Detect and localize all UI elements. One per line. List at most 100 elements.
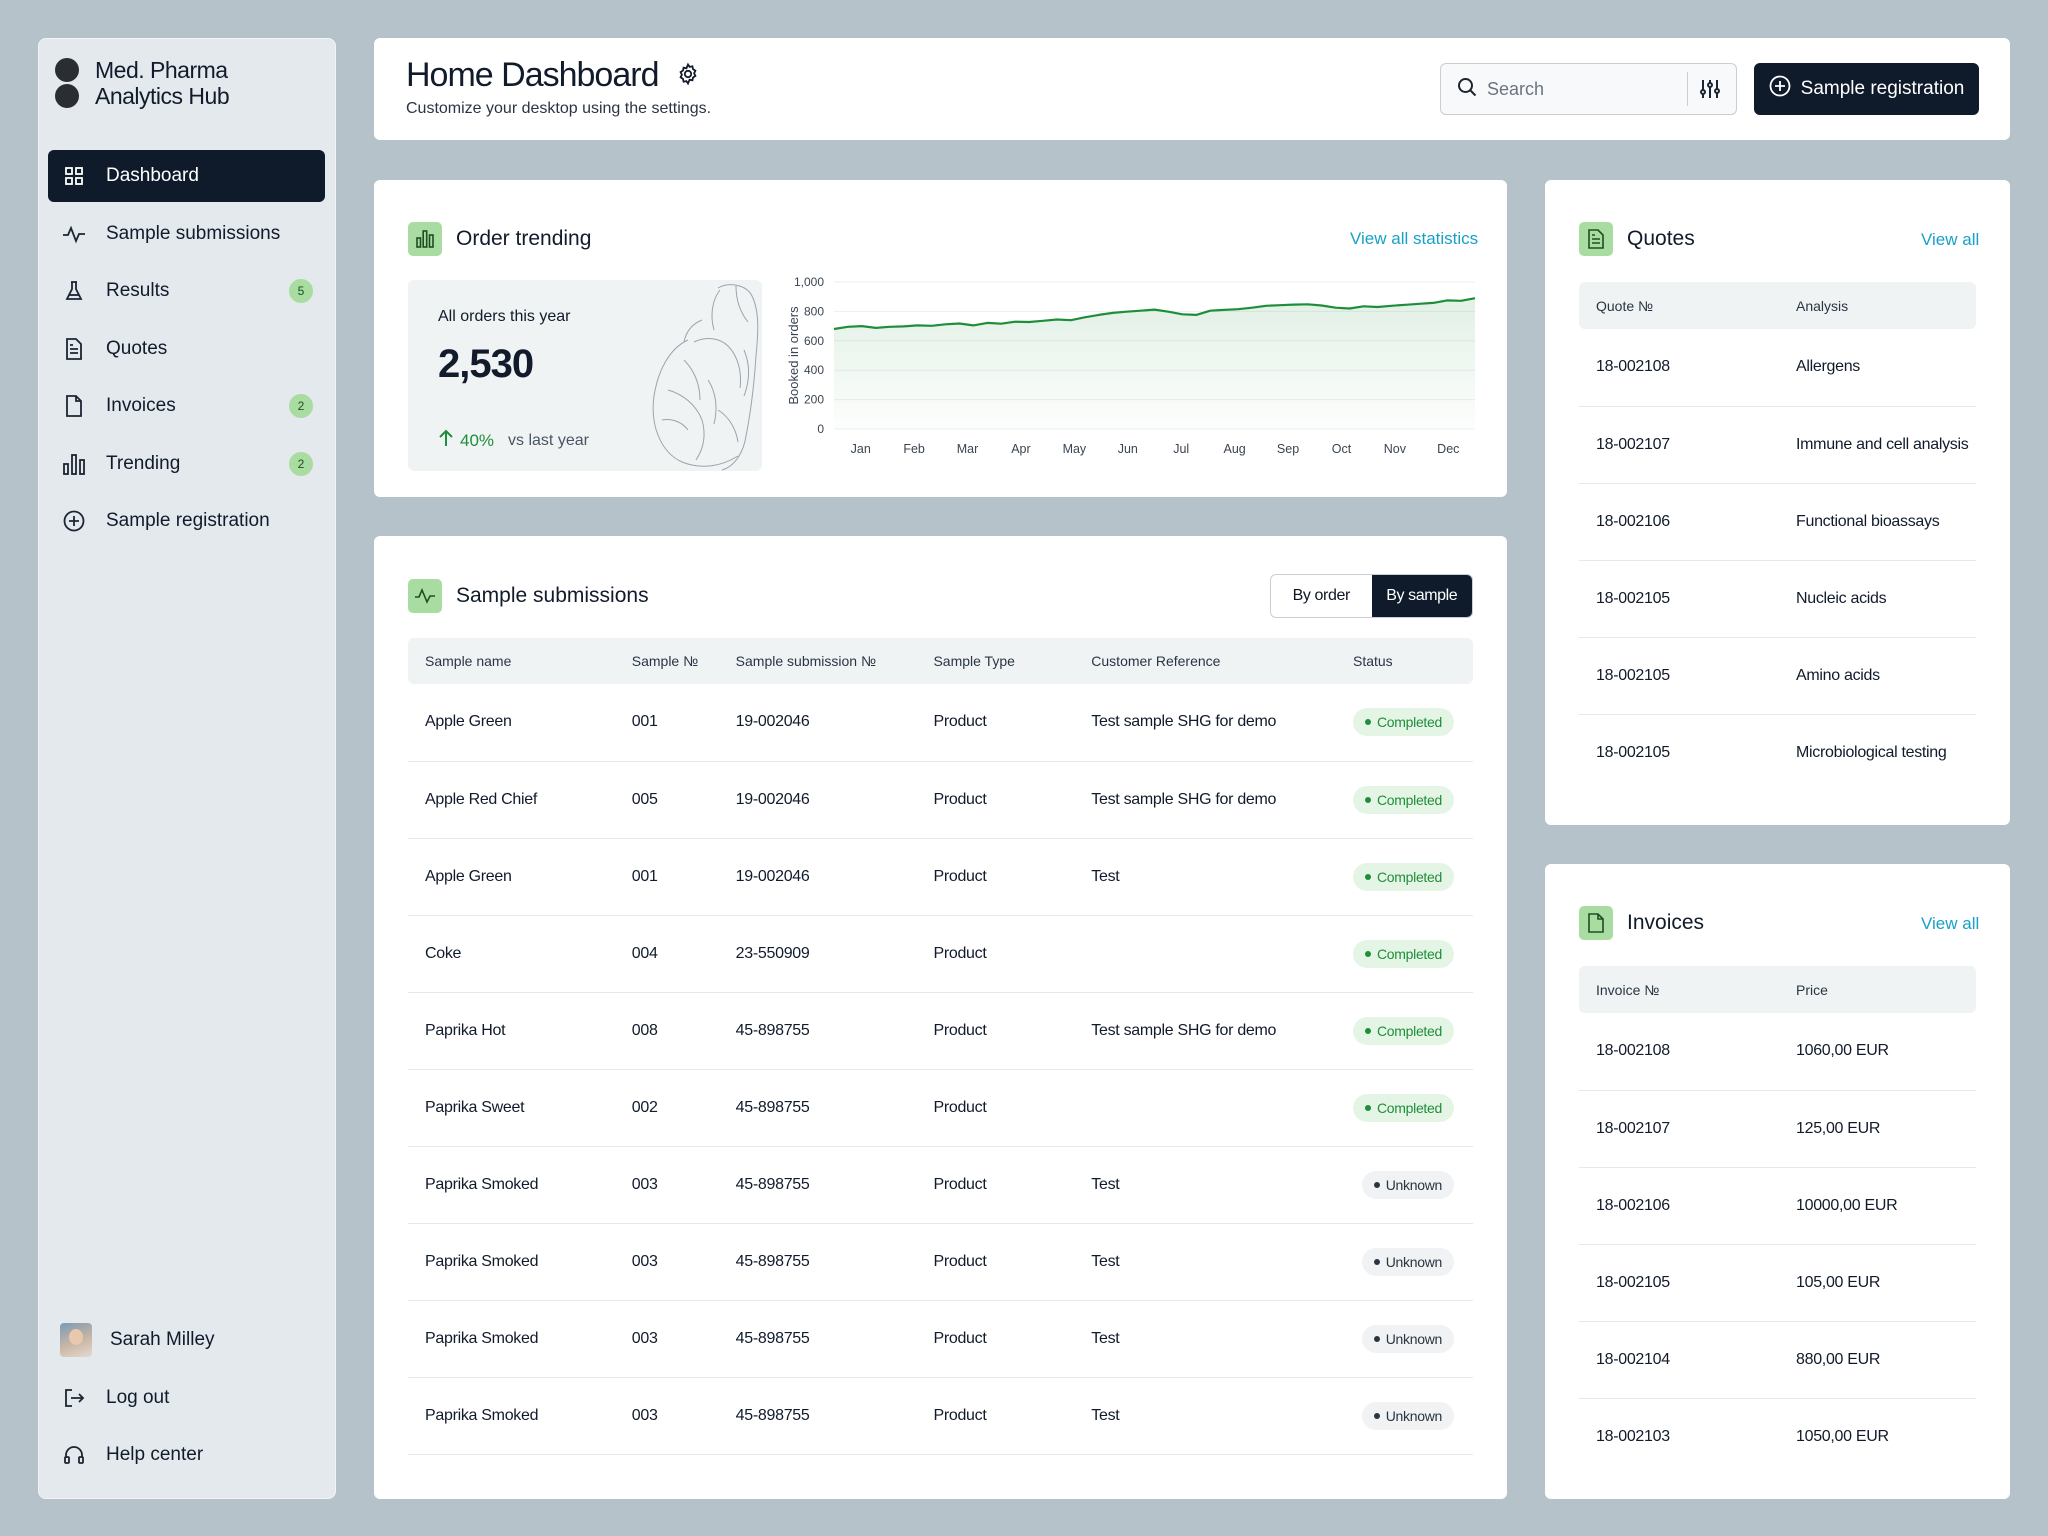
y-axis-label: Booked in orders — [786, 306, 801, 405]
status-dot — [1364, 1027, 1371, 1034]
status-badge: Completed — [1352, 1016, 1454, 1045]
quotes-view-all-link[interactable]: View all — [1921, 230, 1980, 249]
search-input[interactable] — [1487, 78, 1677, 100]
table-cell: 19-002046 — [718, 684, 917, 762]
table-row[interactable]: Apple Red Chief 005 19-002046 Product Test s… — [408, 761, 1473, 839]
quotes-table: Quote № Analysis 18-002108 Allergens 18-00… — [1579, 282, 1976, 791]
status-badge: Completed — [1352, 1093, 1454, 1122]
table-cell: Functional bioassays — [1779, 483, 1976, 561]
avatar — [60, 1323, 92, 1357]
sidebar-item-sample-registration[interactable]: Sample registration — [48, 495, 325, 547]
table-cell: Product — [916, 684, 1075, 762]
change-percent: 40% — [460, 430, 495, 450]
table-row[interactable]: Paprika Smoked 003 45-898755 Product Test Unk… — [408, 1223, 1473, 1301]
table-cell: 45-898755 — [718, 1300, 917, 1378]
logout-button[interactable]: Log out — [48, 1372, 325, 1424]
table-cell: Paprika Smoked — [408, 1223, 615, 1301]
status-dot — [1364, 796, 1371, 803]
table-row[interactable]: Coke 004 23-550909 Product Completed — [408, 915, 1473, 993]
table-row[interactable]: 18-002108 Allergens — [1579, 329, 1976, 407]
headphones-icon — [62, 1443, 86, 1467]
sample-registration-button[interactable]: Sample registration — [1754, 63, 1979, 115]
column-header[interactable]: Invoice № — [1579, 966, 1779, 1013]
table-row[interactable]: 18-002104 880,00 EUR — [1579, 1321, 1976, 1399]
column-header[interactable]: Analysis — [1779, 282, 1976, 329]
sidebar-item-quotes[interactable]: Quotes — [48, 323, 325, 375]
order-trending-header: Order trending — [408, 222, 591, 256]
sidebar-item-label: Quotes — [106, 337, 168, 359]
sidebar-item-invoices[interactable]: Invoices 2 — [48, 380, 325, 432]
table-row[interactable]: Apple Green 001 19-002046 Product Test Comple… — [408, 838, 1473, 916]
invoices-view-all-link[interactable]: View all — [1921, 914, 1980, 933]
y-tick-label: 400 — [804, 363, 824, 377]
x-tick-label: Jun — [1118, 442, 1138, 456]
status-text: Unknown — [1385, 1330, 1443, 1347]
sidebar-item-label: Sample registration — [106, 510, 270, 531]
table-cell: Paprika Sweet — [408, 1069, 615, 1147]
sidebar-item-sample-submissions[interactable]: Sample submissions — [48, 208, 325, 260]
column-header[interactable]: Sample name — [425, 653, 512, 669]
table-row[interactable]: 18-002106 Functional bioassays — [1579, 483, 1976, 561]
brand[interactable]: Med. Pharma Analytics Hub — [55, 57, 230, 109]
x-tick-label: May — [1063, 442, 1087, 456]
page-subtitle: Customize your desktop using the setting… — [406, 100, 712, 117]
status-dot — [1373, 1412, 1380, 1419]
page-title: Home Dashboard — [406, 56, 700, 95]
table-cell: Paprika Smoked — [408, 1146, 615, 1224]
by-sample-toggle[interactable]: By sample — [1371, 575, 1472, 617]
table-row[interactable]: 18-002107 Immune and cell analysis — [1579, 406, 1976, 484]
table-row[interactable]: Paprika Smoked 003 45-898755 Product Test Unk… — [408, 1300, 1473, 1378]
table-row[interactable]: 18-002108 1060,00 EUR — [1579, 1013, 1976, 1091]
column-header[interactable]: Sample № — [631, 653, 699, 669]
column-header[interactable]: Sample submission № — [735, 653, 876, 669]
column-header[interactable]: Quote № — [1579, 282, 1779, 329]
sidebar-item-dashboard[interactable]: Dashboard — [48, 150, 325, 202]
table-cell: 18-002106 — [1579, 1167, 1779, 1245]
brand-name: Med. Pharma Analytics Hub — [95, 57, 230, 109]
sidebar-item-label: Trending — [106, 452, 181, 474]
plus-circle-icon — [1769, 75, 1791, 103]
table-cell: 45-898755 — [718, 1223, 917, 1301]
column-header[interactable]: Customer Reference — [1091, 653, 1221, 669]
table-header-row: Sample name Sample № Sample submission №… — [408, 638, 1473, 684]
table-cell: Apple Green — [408, 684, 615, 762]
help-center-link[interactable]: Help center — [48, 1429, 325, 1481]
table-row[interactable]: 18-002105 Microbiological testing — [1579, 714, 1976, 791]
status-cell: Unknown — [1335, 1223, 1473, 1301]
view-all-statistics-link[interactable]: View all statistics — [1350, 229, 1479, 248]
search-icon — [1457, 77, 1477, 102]
invoices-header: Invoices — [1579, 906, 1704, 940]
activity-icon — [62, 222, 86, 246]
by-order-toggle[interactable]: By order — [1292, 587, 1351, 604]
settings-gear-icon[interactable] — [676, 56, 700, 95]
table-row[interactable]: 18-002107 125,00 EUR — [1579, 1090, 1976, 1168]
sidebar-item-results[interactable]: Results 5 — [48, 265, 325, 317]
quotes-header: Quotes — [1579, 222, 1695, 256]
column-header[interactable]: Price — [1779, 966, 1976, 1013]
status-badge: Unknown — [1361, 1401, 1454, 1430]
table-row[interactable]: Paprika Smoked 003 45-898755 Product Test Unk… — [408, 1146, 1473, 1224]
y-tick-label: 1,000 — [794, 275, 824, 289]
x-tick-label: Nov — [1384, 442, 1407, 456]
quotes-card: Quotes View all Quote № Analysis 18-0021… — [1545, 180, 2010, 825]
table-row[interactable]: 18-002105 105,00 EUR — [1579, 1244, 1976, 1322]
table-cell: 003 — [614, 1223, 719, 1301]
sidebar-item-trending[interactable]: Trending 2 — [48, 438, 325, 490]
table-row[interactable]: 18-002103 1050,00 EUR — [1579, 1398, 1976, 1475]
status-cell: Completed — [1335, 992, 1473, 1070]
table-row[interactable]: Paprika Smoked 003 45-898755 Product Test Unk… — [408, 1377, 1473, 1455]
stat-value: 2,530 — [438, 342, 534, 386]
user-profile[interactable]: Sarah Milley — [48, 1314, 325, 1366]
table-row[interactable]: 18-002105 Amino acids — [1579, 637, 1976, 715]
table-cell: Product — [916, 992, 1075, 1070]
logout-label: Log out — [106, 1386, 170, 1408]
table-row[interactable]: 18-002106 10000,00 EUR — [1579, 1167, 1976, 1245]
table-row[interactable]: Paprika Hot 008 45-898755 Product Test sampl… — [408, 992, 1473, 1070]
column-header[interactable]: Sample Type — [933, 653, 1015, 669]
column-header[interactable]: Status — [1352, 653, 1393, 669]
filter-sliders-icon[interactable] — [1698, 77, 1722, 106]
status-cell: Unknown — [1335, 1146, 1473, 1224]
table-row[interactable]: 18-002105 Nucleic acids — [1579, 560, 1976, 638]
table-row[interactable]: Paprika Sweet 002 45-898755 Product Complete… — [408, 1069, 1473, 1147]
table-row[interactable]: Apple Green 001 19-002046 Product Test sampl… — [408, 684, 1473, 762]
